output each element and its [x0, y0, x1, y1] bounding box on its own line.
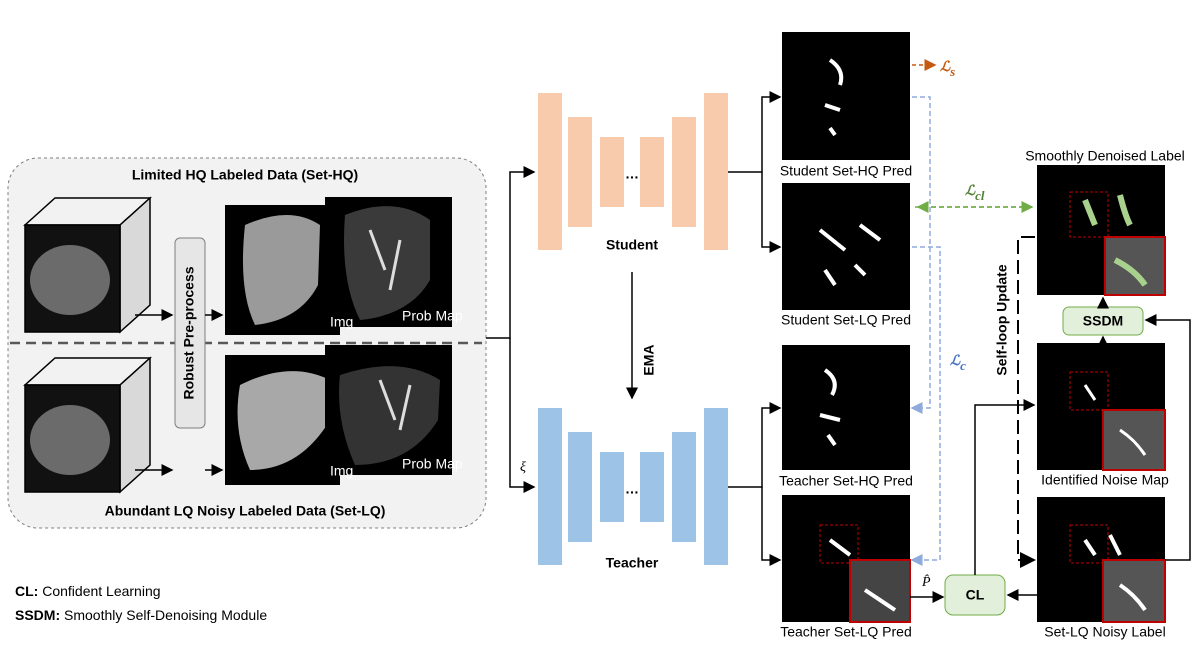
label-image	[1037, 343, 1166, 471]
ct-cube	[23, 196, 152, 334]
arrow	[974, 399, 1036, 575]
pred-label: Student Set-LQ Pred	[781, 312, 911, 328]
net-label: Teacher	[606, 555, 659, 571]
student-net	[538, 93, 728, 250]
teacher-net	[538, 408, 728, 565]
legend-entry: CL: Confident Learning	[15, 583, 161, 599]
pred-label: Teacher Set-LQ Pred	[780, 624, 912, 640]
arrow	[509, 338, 536, 493]
self-loop-arrow	[1017, 236, 1036, 568]
self-loop-label: Self-loop Update	[994, 264, 1010, 375]
ema-label: EMA	[641, 344, 657, 375]
loss-label: ℒs	[940, 60, 955, 79]
image-label: Prob Map	[402, 456, 463, 472]
pred-image	[782, 495, 911, 623]
pred-label: Student Set-HQ Pred	[780, 163, 912, 179]
arrow	[761, 172, 782, 253]
pred-label: Teacher Set-HQ Pred	[779, 473, 913, 489]
image-caption: Smoothly Denoised Label	[1025, 148, 1185, 164]
ct-image	[225, 205, 340, 335]
loss-label: ℒcl	[965, 184, 985, 203]
prob-map	[325, 197, 452, 327]
p-hat-label: P̂	[921, 574, 931, 590]
net-label: Student	[606, 237, 658, 253]
panel-title: Limited HQ Labeled Data (Set-HQ)	[132, 167, 358, 183]
loss-arrow	[910, 246, 941, 566]
pred-image	[782, 345, 910, 470]
preprocess-label: Robust Pre-process	[181, 266, 197, 399]
panel-title: Abundant LQ Noisy Labeled Data (Set-LQ)	[105, 503, 386, 519]
loss-arrow	[910, 96, 931, 414]
xi-label: ξ	[520, 460, 526, 475]
ssdm-label: SSDM	[1083, 313, 1123, 329]
arrow	[1144, 314, 1191, 561]
prob-map	[325, 345, 452, 475]
cl-label: CL	[966, 587, 985, 603]
arrow	[761, 487, 782, 566]
ct-image	[225, 355, 340, 485]
pred-image	[782, 32, 910, 160]
image-label: Img	[330, 463, 353, 479]
image-caption: Set-LQ Noisy Label	[1044, 624, 1165, 640]
loss-label: ℒc	[950, 354, 966, 373]
arrow	[486, 166, 536, 339]
image-caption: Identified Noise Map	[1041, 472, 1169, 488]
label-image	[1037, 165, 1166, 296]
arrow	[728, 402, 782, 488]
preprocess-box	[174, 237, 206, 429]
legend-entry: SSDM: Smoothly Self-Denoising Module	[15, 607, 267, 623]
ct-cube	[23, 356, 152, 494]
label-image	[1037, 497, 1166, 623]
image-label: Img	[330, 314, 353, 330]
arrow	[728, 91, 782, 173]
ellipsis: …	[625, 481, 639, 497]
image-label: Prob Map	[402, 308, 463, 324]
pred-image	[782, 183, 910, 310]
ellipsis: …	[625, 166, 639, 182]
